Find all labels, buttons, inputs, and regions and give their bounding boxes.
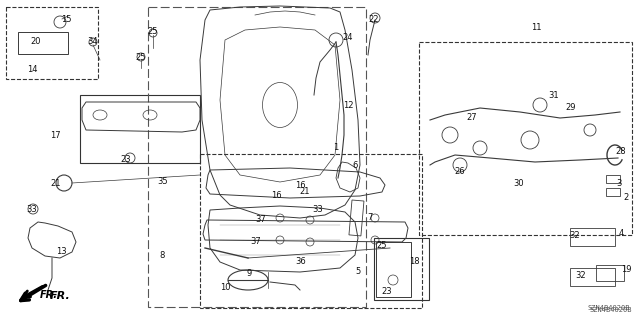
Text: SZN4B4020B: SZN4B4020B bbox=[588, 305, 630, 311]
Bar bbox=[148, 7, 366, 307]
Text: 5: 5 bbox=[355, 268, 360, 276]
Text: 23: 23 bbox=[121, 155, 131, 164]
Text: 30: 30 bbox=[514, 180, 524, 188]
Text: 21: 21 bbox=[51, 179, 61, 188]
Text: FR.: FR. bbox=[40, 290, 58, 300]
Text: 25: 25 bbox=[148, 28, 158, 36]
Text: 2: 2 bbox=[623, 194, 628, 203]
Bar bbox=[374, 238, 429, 300]
Bar bbox=[6, 7, 98, 79]
Text: 6: 6 bbox=[352, 162, 358, 171]
Text: 9: 9 bbox=[246, 268, 252, 277]
Text: 37: 37 bbox=[251, 237, 261, 246]
Text: 8: 8 bbox=[159, 251, 164, 260]
Text: 10: 10 bbox=[220, 284, 230, 292]
Text: 16: 16 bbox=[294, 180, 305, 189]
Text: 35: 35 bbox=[157, 177, 168, 186]
Text: 3: 3 bbox=[616, 179, 621, 188]
Text: 16: 16 bbox=[271, 191, 282, 201]
Bar bbox=[570, 228, 615, 246]
Text: 7: 7 bbox=[367, 212, 372, 221]
Text: 11: 11 bbox=[531, 23, 541, 33]
Bar bbox=[200, 154, 422, 308]
Text: 12: 12 bbox=[343, 100, 353, 109]
Text: FR.: FR. bbox=[50, 291, 71, 301]
Bar bbox=[80, 95, 200, 163]
Text: 15: 15 bbox=[61, 15, 71, 25]
Text: 33: 33 bbox=[27, 205, 37, 214]
Bar bbox=[570, 268, 615, 286]
Text: 33: 33 bbox=[312, 204, 323, 213]
Text: 29: 29 bbox=[566, 103, 576, 113]
Text: 18: 18 bbox=[409, 257, 419, 266]
Text: 36: 36 bbox=[296, 257, 307, 266]
Text: 22: 22 bbox=[369, 14, 380, 23]
Text: 14: 14 bbox=[27, 65, 37, 74]
Text: 32: 32 bbox=[570, 230, 580, 239]
Text: 25: 25 bbox=[136, 52, 147, 61]
Text: 21: 21 bbox=[300, 187, 310, 196]
Text: 4: 4 bbox=[618, 228, 623, 237]
Text: 17: 17 bbox=[50, 132, 60, 140]
Text: 27: 27 bbox=[467, 114, 477, 123]
Text: 25: 25 bbox=[377, 241, 387, 250]
Text: 31: 31 bbox=[548, 91, 559, 100]
Text: 28: 28 bbox=[616, 148, 627, 156]
Text: 37: 37 bbox=[255, 215, 266, 225]
Text: 19: 19 bbox=[621, 266, 631, 275]
Text: 13: 13 bbox=[56, 246, 67, 255]
Text: 34: 34 bbox=[88, 36, 99, 45]
Text: 32: 32 bbox=[576, 270, 586, 279]
Bar bbox=[18, 32, 68, 54]
Bar bbox=[349, 200, 364, 236]
Text: 23: 23 bbox=[381, 286, 392, 295]
Text: 20: 20 bbox=[31, 36, 41, 45]
Text: 1: 1 bbox=[333, 143, 339, 153]
Bar bbox=[596, 265, 624, 281]
Bar bbox=[606, 175, 620, 183]
Bar bbox=[376, 242, 411, 297]
Text: SZN4B4020B: SZN4B4020B bbox=[589, 307, 632, 313]
Bar bbox=[606, 188, 620, 196]
Text: 26: 26 bbox=[454, 167, 465, 177]
Bar bbox=[419, 42, 632, 235]
Text: 24: 24 bbox=[343, 34, 353, 43]
